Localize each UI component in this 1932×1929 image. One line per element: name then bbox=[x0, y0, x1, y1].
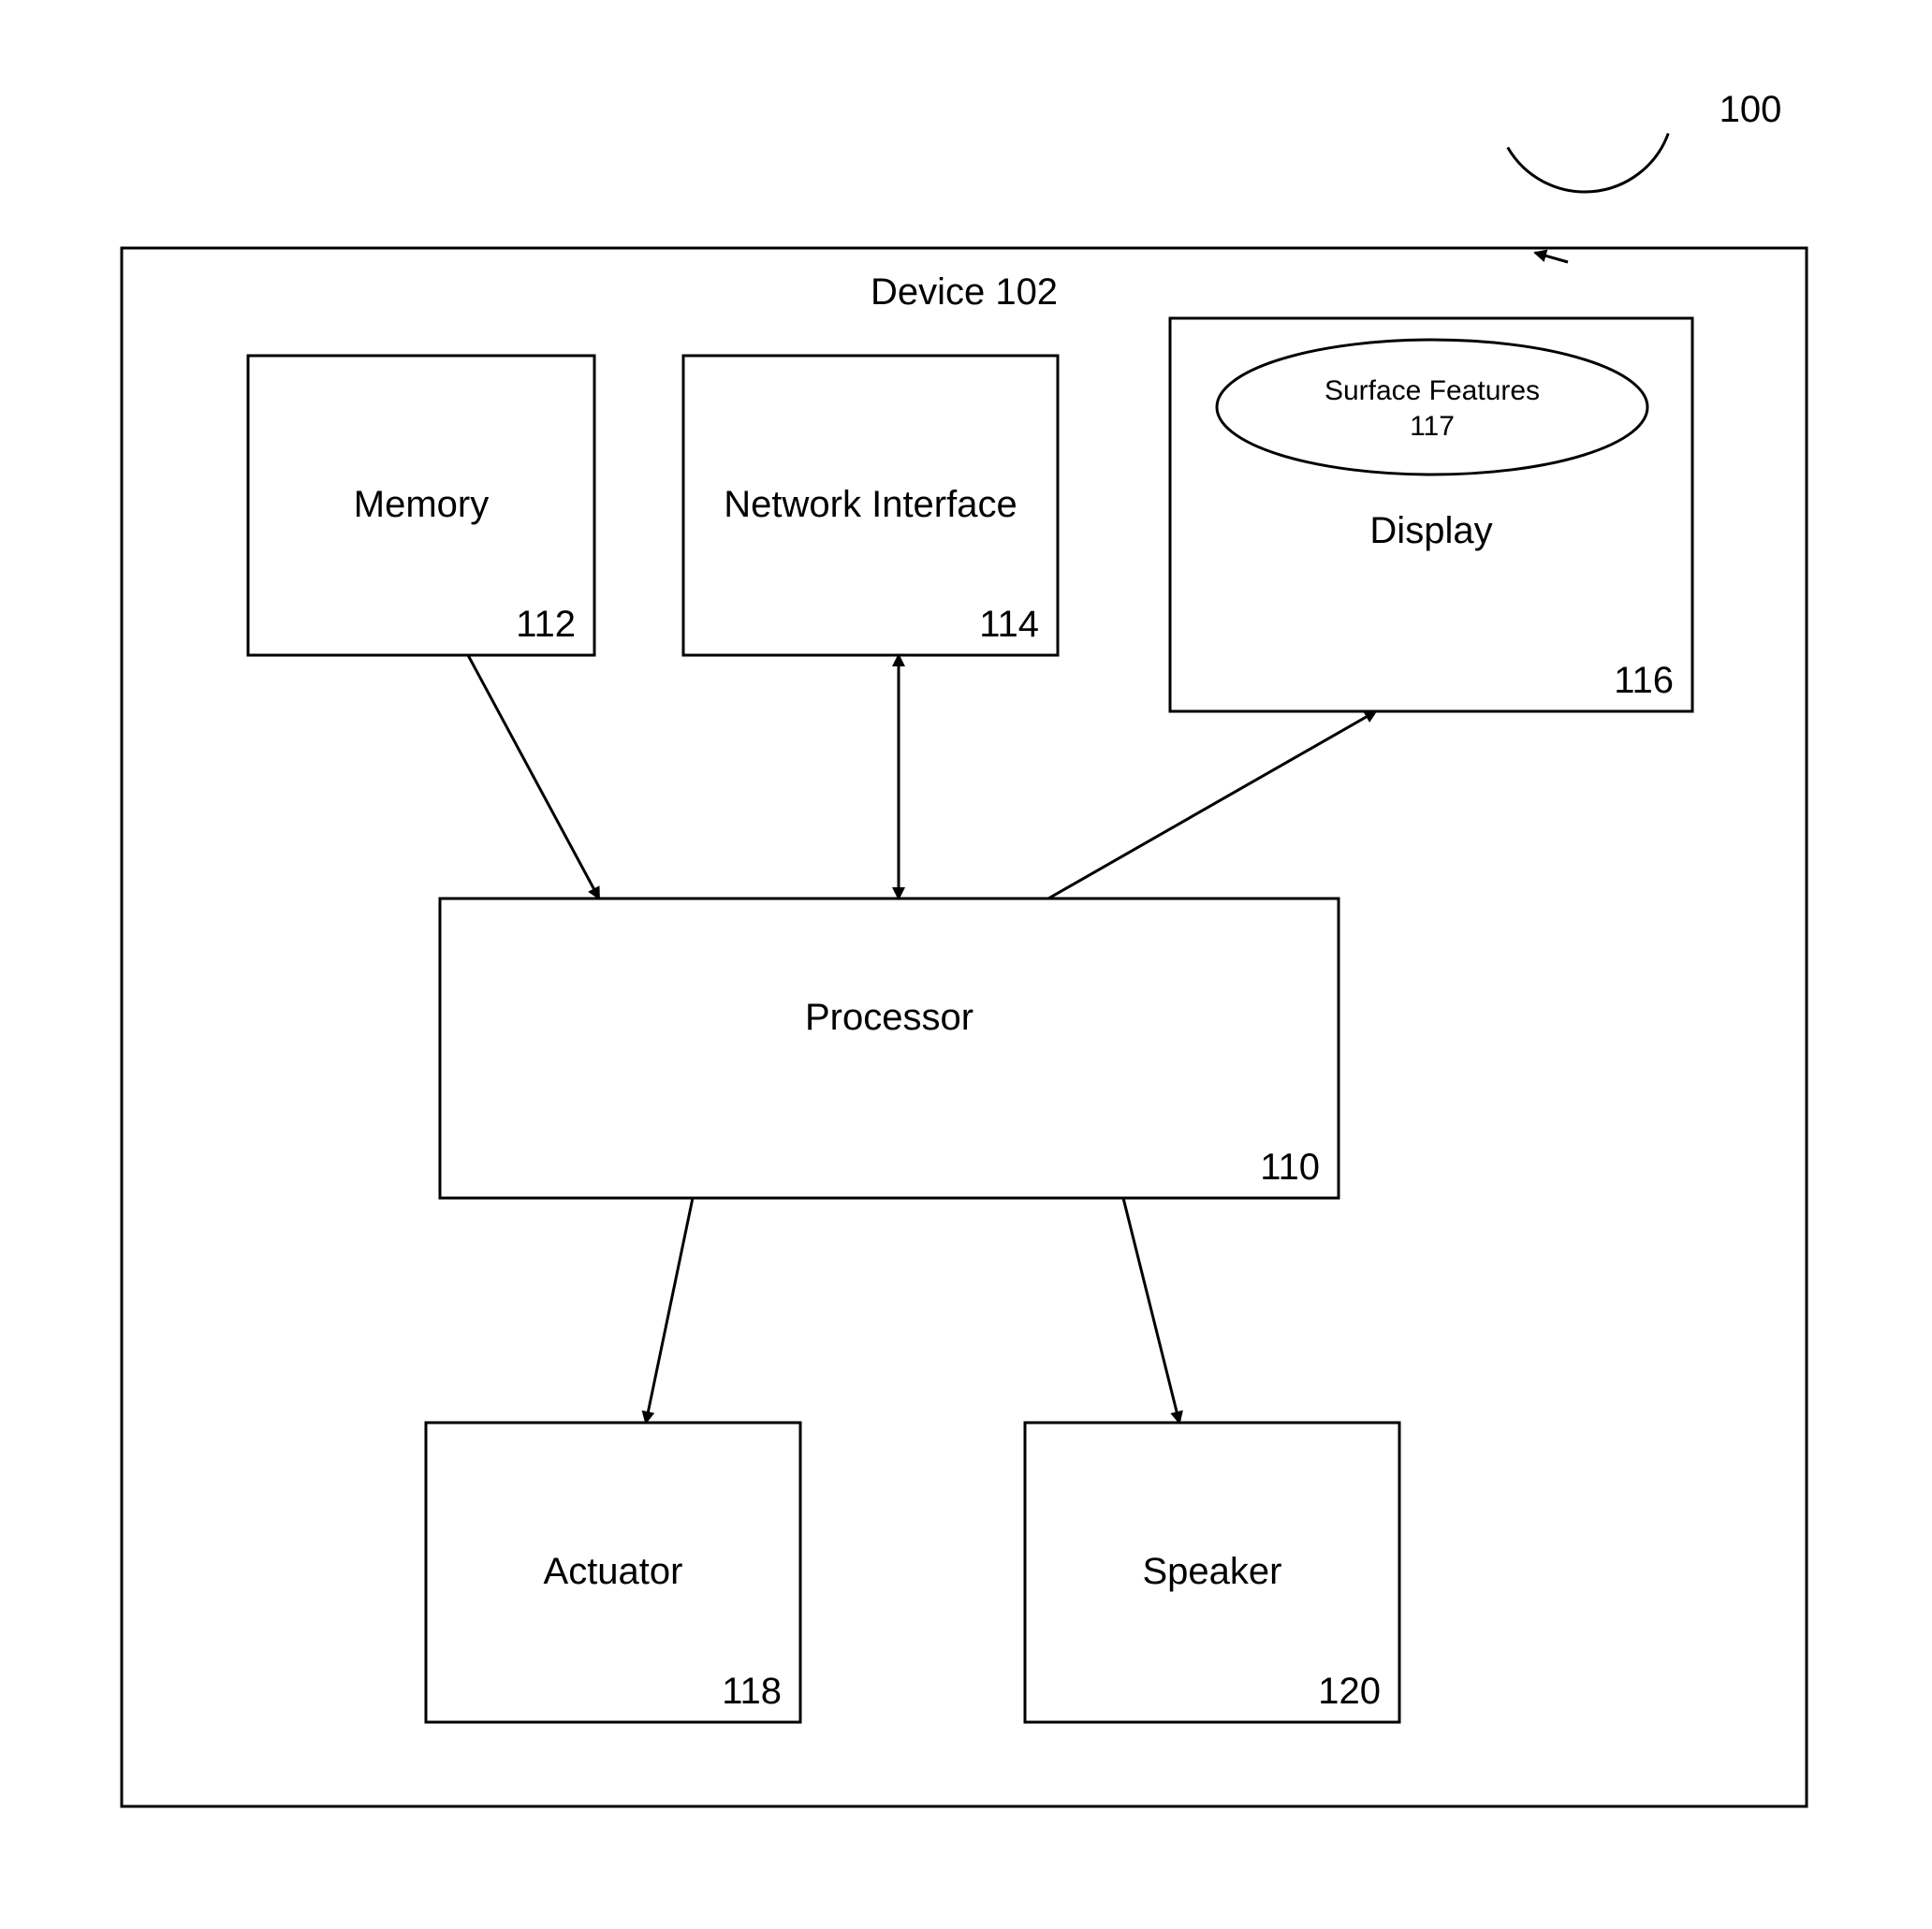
speaker-label: Speaker bbox=[1143, 1551, 1282, 1592]
processor-to-speaker bbox=[1123, 1198, 1179, 1423]
callout-tail bbox=[1535, 253, 1568, 262]
speaker-ref: 120 bbox=[1318, 1671, 1381, 1712]
callout-arc bbox=[1508, 134, 1669, 193]
memory-label: Memory bbox=[354, 484, 489, 525]
processor-ref: 110 bbox=[1260, 1147, 1320, 1188]
display-label: Display bbox=[1369, 510, 1492, 551]
memory-to-processor bbox=[468, 655, 599, 899]
actuator-ref: 118 bbox=[722, 1671, 782, 1712]
outer-ref: 100 bbox=[1720, 89, 1782, 130]
actuator-label: Actuator bbox=[544, 1551, 683, 1592]
display-ref: 116 bbox=[1614, 660, 1674, 701]
processor-box bbox=[440, 899, 1339, 1198]
device-title: Device 102 bbox=[871, 271, 1058, 313]
processor-to-display bbox=[1048, 711, 1376, 899]
processor-label: Processor bbox=[805, 997, 973, 1038]
surface-features-ellipse bbox=[1217, 340, 1647, 475]
processor-to-actuator bbox=[646, 1198, 693, 1423]
memory-ref: 112 bbox=[516, 604, 576, 645]
network-ref: 114 bbox=[979, 604, 1039, 645]
surface-features-ref: 117 bbox=[1410, 411, 1455, 442]
network-label: Network Interface bbox=[724, 484, 1017, 525]
surface-features-label: Surface Features bbox=[1325, 375, 1540, 406]
